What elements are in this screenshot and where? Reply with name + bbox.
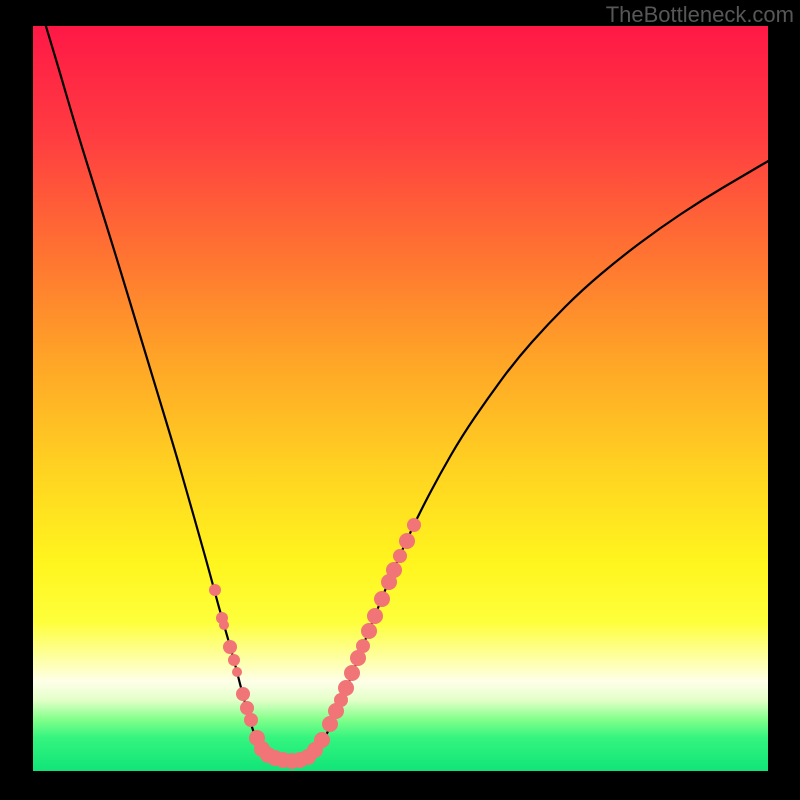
marker-point [344,665,360,681]
marker-point [219,620,229,630]
marker-point [361,623,377,639]
marker-point [407,518,421,532]
marker-point [393,549,407,563]
marker-point [244,713,258,727]
plot-area [33,26,768,771]
marker-point [236,687,250,701]
marker-point [356,639,370,653]
marker-point [240,701,254,715]
marker-point [232,667,242,677]
marker-point [314,732,330,748]
marker-point [386,562,402,578]
chart-svg [33,26,768,771]
marker-point [228,654,240,666]
watermark-text: TheBottleneck.com [606,2,794,28]
marker-point [223,640,237,654]
marker-point [338,680,354,696]
marker-point [399,533,415,549]
marker-point [374,591,390,607]
marker-point [209,584,221,596]
marker-point [367,608,383,624]
gradient-background [33,26,768,771]
